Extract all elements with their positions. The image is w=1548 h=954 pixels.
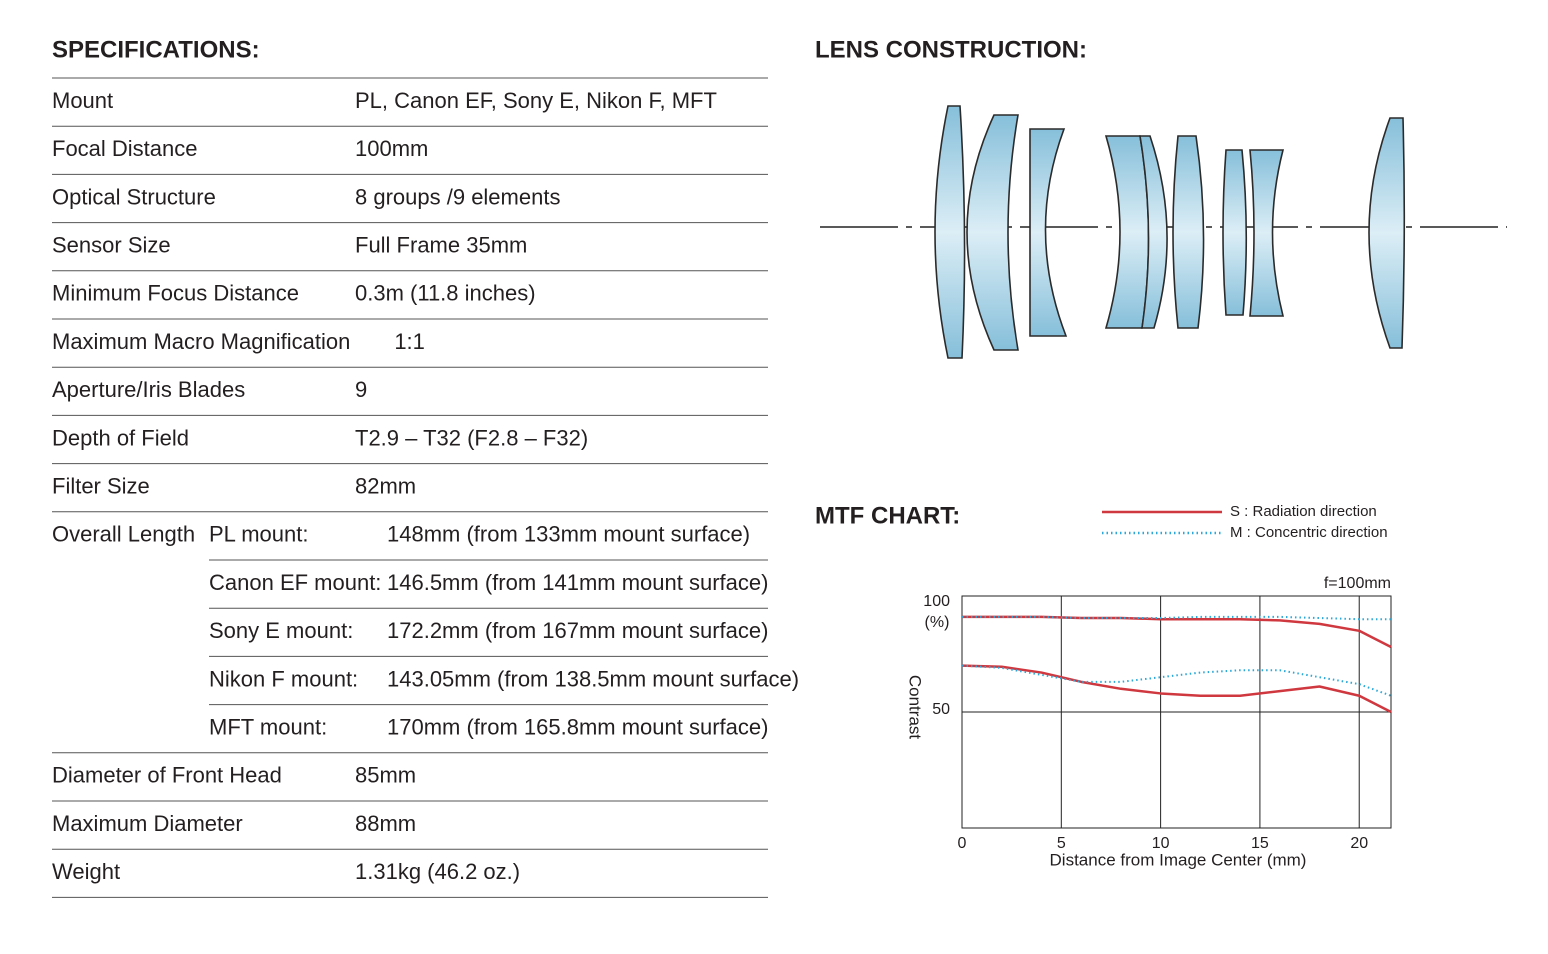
y-unit: (%)	[925, 614, 950, 631]
spec-value: 9	[355, 377, 367, 402]
spec-label: Weight	[52, 859, 120, 884]
spec-value: Full Frame 35mm	[355, 233, 527, 258]
spec-value: 88mm	[355, 811, 416, 836]
lens-element	[1104, 135, 1150, 329]
mtf-line	[962, 615, 1392, 649]
spec-label: Maximum Macro Magnification	[52, 329, 350, 354]
spec-label: Minimum Focus Distance	[52, 281, 299, 306]
spec-value: 143.05mm (from 138.5mm mount surface)	[387, 666, 799, 691]
spec-label: Maximum Diameter	[52, 811, 243, 836]
lens-diagram	[820, 105, 1507, 359]
lens-element	[1368, 117, 1406, 349]
spec-value: 0.3m (11.8 inches)	[355, 281, 536, 306]
mtf-line	[961, 664, 1392, 714]
lens-element	[1029, 128, 1068, 337]
y-axis-label: Contrast	[906, 675, 925, 740]
x-tick-label: 5	[1057, 835, 1066, 852]
lens-element	[934, 105, 966, 359]
mtf-line	[961, 664, 1392, 697]
spec-value: 85mm	[355, 763, 416, 788]
spec-label: Optical Structure	[52, 184, 216, 209]
mount-label: MFT mount:	[209, 715, 327, 740]
spec-value: 1:1	[394, 329, 425, 354]
lens-element	[1172, 135, 1205, 329]
lens-element	[1249, 149, 1285, 317]
lens-element	[1222, 149, 1248, 316]
spec-label: Aperture/Iris Blades	[52, 377, 245, 402]
y-tick-label: 50	[932, 701, 950, 718]
mount-label: Nikon F mount:	[209, 666, 358, 691]
lens-title: LENS CONSTRUCTION:	[815, 36, 1087, 63]
x-axis-label: Distance from Image Center (mm)	[1050, 850, 1307, 869]
spec-label: Sensor Size	[52, 233, 171, 258]
spec-label: Mount	[52, 88, 113, 113]
spec-value: 148mm (from 133mm mount surface)	[387, 522, 750, 547]
mount-label: Sony E mount:	[209, 618, 353, 643]
spec-value: 1.31kg (46.2 oz.)	[355, 859, 520, 884]
spec-label: Diameter of Front Head	[52, 763, 282, 788]
lens-element	[1139, 135, 1168, 329]
mtf-subtitle: f=100mm	[1324, 575, 1391, 592]
spec-title: SPECIFICATIONS:	[52, 36, 260, 63]
spec-value: 100mm	[355, 136, 428, 161]
legend-label: S : Radiation direction	[1230, 503, 1377, 520]
x-tick-label: 15	[1251, 835, 1269, 852]
lens-element	[966, 114, 1019, 351]
mount-label: PL mount:	[209, 522, 308, 547]
spec-label: Filter Size	[52, 474, 150, 499]
mtf-title: MTF CHART:	[815, 502, 960, 529]
spec-value: 172.2mm (from 167mm mount surface)	[387, 618, 768, 643]
spec-value: 170mm (from 165.8mm mount surface)	[387, 715, 768, 740]
spec-label: Focal Distance	[52, 136, 198, 161]
spec-value: 82mm	[355, 474, 416, 499]
x-tick-label: 10	[1152, 835, 1170, 852]
legend-label: M : Concentric direction	[1230, 524, 1388, 541]
mtf-line	[962, 615, 1391, 621]
spec-label: Depth of Field	[52, 425, 189, 450]
spec-label: Overall Length	[52, 522, 195, 547]
x-tick-label: 0	[958, 835, 967, 852]
mount-label: Canon EF mount:	[209, 570, 381, 595]
spec-value: PL, Canon EF, Sony E, Nikon F, MFT	[355, 88, 717, 113]
spec-value: T2.9 – T32 (F2.8 – F32)	[355, 425, 588, 450]
y-tick-label: 100	[923, 593, 950, 610]
spec-value: 8 groups /9 elements	[355, 184, 560, 209]
spec-value: 146.5mm (from 141mm mount surface)	[387, 570, 768, 595]
x-tick-label: 20	[1350, 835, 1368, 852]
